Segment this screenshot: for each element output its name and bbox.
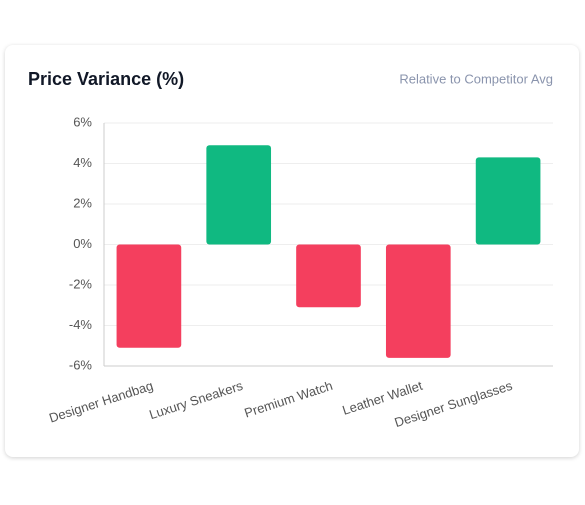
x-tick-label: Premium Watch bbox=[242, 378, 334, 421]
y-tick-label: 2% bbox=[73, 195, 92, 210]
y-tick-label: 6% bbox=[73, 114, 92, 129]
y-tick-label: -4% bbox=[69, 317, 93, 332]
x-tick-label: Designer Handbag bbox=[47, 378, 155, 426]
bar bbox=[296, 244, 361, 308]
y-tick-label: 4% bbox=[73, 155, 92, 170]
card bbox=[5, 45, 579, 457]
bar bbox=[385, 244, 451, 358]
bar bbox=[116, 244, 182, 348]
bar bbox=[475, 157, 541, 245]
y-tick-label: -2% bbox=[69, 276, 93, 291]
chart-subtitle: Relative to Competitor Avg bbox=[399, 71, 553, 86]
y-tick-label: 0% bbox=[73, 236, 92, 251]
bar bbox=[206, 145, 272, 245]
y-tick-label: -6% bbox=[69, 357, 93, 372]
chart-title: Price Variance (%) bbox=[28, 69, 184, 89]
x-tick-label: Luxury Sneakers bbox=[147, 378, 245, 423]
